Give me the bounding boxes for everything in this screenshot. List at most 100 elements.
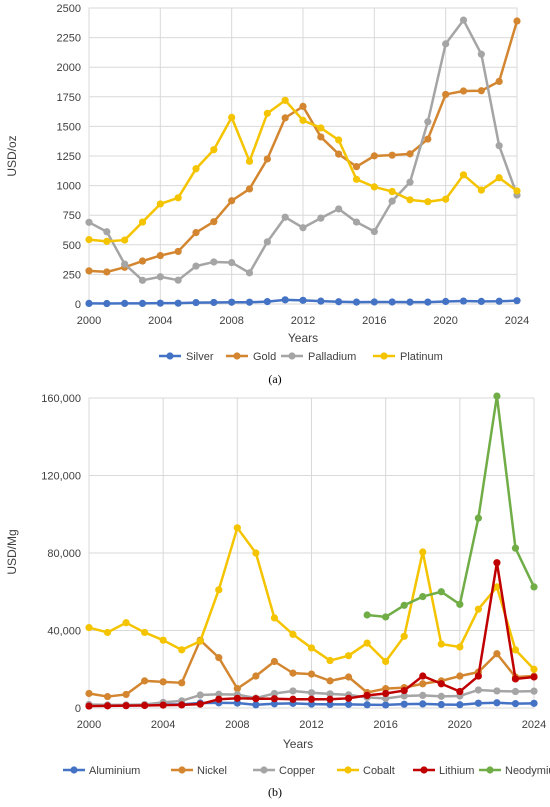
data-point <box>317 133 325 141</box>
data-point <box>196 691 204 699</box>
y-tick-label: 80,000 <box>47 548 81 560</box>
data-point <box>122 690 130 699</box>
data-point <box>388 298 396 306</box>
data-point <box>442 40 450 48</box>
y-tick-label: 750 <box>63 210 81 222</box>
data-point <box>363 639 371 647</box>
data-point <box>437 680 445 688</box>
data-point <box>335 298 343 306</box>
data-point <box>352 175 361 183</box>
legend-label: Aluminium <box>89 765 140 777</box>
data-point <box>352 298 361 306</box>
legend-item: Cobalt <box>337 765 395 777</box>
y-tick-label: 250 <box>63 269 81 281</box>
data-point <box>511 687 520 696</box>
data-point <box>477 186 485 194</box>
data-point <box>156 200 164 208</box>
data-point <box>493 559 501 567</box>
data-point <box>85 702 93 710</box>
legend-item: Aluminium <box>63 765 140 777</box>
data-point <box>289 669 297 677</box>
data-point <box>281 96 289 104</box>
data-point <box>252 695 260 703</box>
data-point <box>270 695 279 703</box>
data-point <box>474 514 482 522</box>
gridlines-b <box>88 397 535 709</box>
y-tick-label: 0 <box>75 299 81 311</box>
data-point <box>103 692 112 701</box>
data-point <box>437 588 445 596</box>
series-line <box>366 394 536 619</box>
data-point <box>138 257 147 265</box>
legend-item: Nickel <box>171 765 227 777</box>
data-point <box>178 646 186 654</box>
x-tick-label: 2020 <box>448 719 472 731</box>
data-point <box>103 228 111 236</box>
data-point <box>400 686 408 695</box>
data-point <box>215 690 223 698</box>
data-point <box>493 583 501 591</box>
legend-label: Palladium <box>308 351 356 363</box>
data-point <box>299 296 307 304</box>
data-point <box>493 699 501 707</box>
data-point <box>263 109 271 117</box>
data-point <box>493 650 501 658</box>
legend-label: Gold <box>253 351 276 363</box>
series-gold <box>85 17 521 276</box>
data-point <box>103 628 112 637</box>
x-tick-label: 2024 <box>505 315 529 327</box>
data-point <box>456 643 464 651</box>
data-point <box>419 700 427 708</box>
data-point <box>192 262 200 270</box>
data-point <box>141 628 149 637</box>
data-point <box>192 298 200 307</box>
data-point <box>289 687 297 695</box>
data-point <box>263 298 271 306</box>
data-point <box>477 50 485 58</box>
data-point <box>456 687 464 696</box>
data-point <box>233 694 241 702</box>
data-point <box>196 700 204 708</box>
y-axis-label-b: USD/Mg <box>5 529 19 574</box>
legend-swatch-marker <box>70 766 78 774</box>
legend-label: Silver <box>186 351 214 363</box>
legend-label: Copper <box>279 765 315 777</box>
data-point <box>252 672 260 680</box>
data-point <box>326 656 334 665</box>
x-axis-label-a: Years <box>288 331 318 345</box>
data-point <box>317 124 325 132</box>
legend-item: Copper <box>253 765 315 777</box>
data-point <box>406 150 414 158</box>
data-point <box>159 636 167 644</box>
legend-item: Neodymium <box>479 765 550 777</box>
data-point <box>141 701 149 710</box>
data-point <box>317 297 325 305</box>
y-tick-label: 2000 <box>57 62 81 74</box>
legend-label: Platinum <box>400 351 443 363</box>
legend-item: Platinum <box>373 351 443 363</box>
x-tick-label: 2016 <box>362 315 386 327</box>
legend-a: Silver Gold Palladium Platinum <box>159 351 443 363</box>
data-point <box>477 87 485 95</box>
data-point <box>174 299 182 307</box>
data-point <box>210 298 218 307</box>
legend-label: Lithium <box>439 765 474 777</box>
data-point <box>263 155 271 163</box>
data-point <box>270 657 279 666</box>
data-point <box>382 701 390 709</box>
data-point <box>459 16 468 24</box>
data-point <box>335 150 343 158</box>
data-point <box>210 218 218 226</box>
data-point <box>400 601 408 609</box>
data-point <box>382 694 390 703</box>
legend-swatch-marker <box>166 352 174 360</box>
data-point <box>419 672 427 680</box>
data-point <box>317 214 325 222</box>
data-point <box>307 670 316 678</box>
data-point <box>382 689 390 698</box>
data-point <box>121 236 129 244</box>
data-point <box>103 268 111 276</box>
y-axis-label-a: USD/oz <box>5 135 19 176</box>
data-point <box>307 644 316 652</box>
data-point <box>281 213 289 221</box>
